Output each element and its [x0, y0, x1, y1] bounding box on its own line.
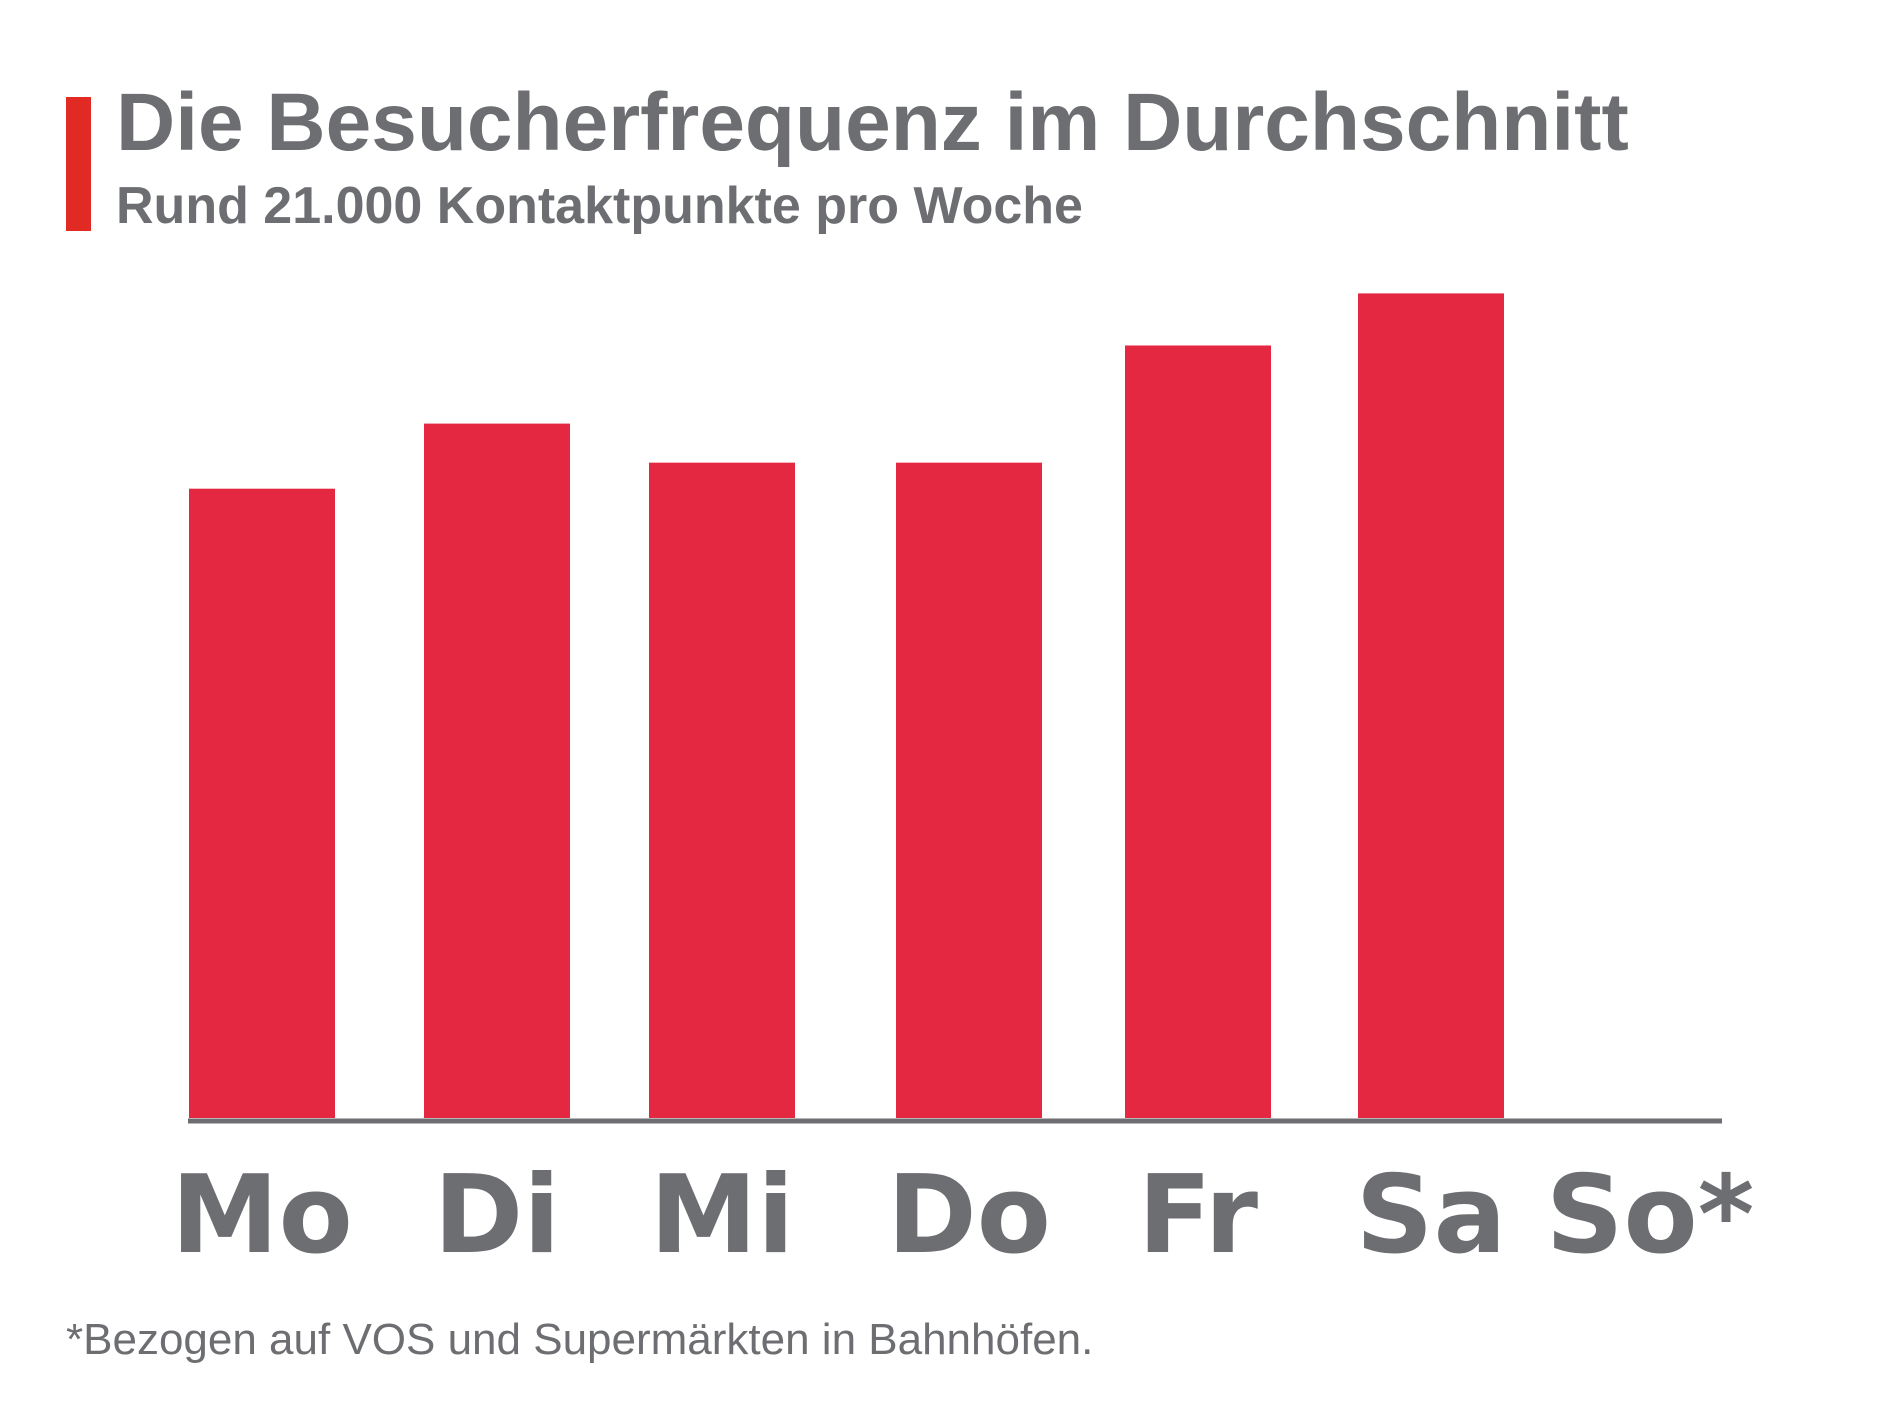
bar-sa — [1358, 293, 1504, 1118]
bar-chart: Mo Di Mi Do Fr Sa So* — [171, 293, 1754, 1278]
x-tick-label-sa: Sa — [1356, 1153, 1507, 1278]
bar-mi — [649, 462, 795, 1118]
title-accent-bar — [66, 97, 91, 231]
bar-series — [189, 293, 1504, 1119]
bar-di — [424, 423, 570, 1119]
x-tick-label-do: Do — [887, 1153, 1051, 1278]
bar-mo — [189, 488, 335, 1118]
page-title: Die Besucherfrequenz im Durchschnitt — [116, 77, 1629, 168]
x-tick-label-mo: Mo — [171, 1153, 353, 1278]
x-tick-label-mi: Mi — [650, 1153, 795, 1278]
x-axis-labels: Mo Di Mi Do Fr Sa So* — [171, 1153, 1754, 1278]
bar-fr — [1125, 345, 1271, 1119]
x-tick-label-fr: Fr — [1138, 1153, 1258, 1278]
x-tick-label-so: So* — [1546, 1153, 1754, 1278]
x-tick-label-di: Di — [434, 1153, 561, 1278]
page-subtitle: Rund 21.000 Kontaktpunkte pro Woche — [116, 177, 1083, 235]
footnote: *Bezogen auf VOS und Supermärkten in Bah… — [66, 1315, 1094, 1364]
bar-do — [896, 462, 1042, 1118]
